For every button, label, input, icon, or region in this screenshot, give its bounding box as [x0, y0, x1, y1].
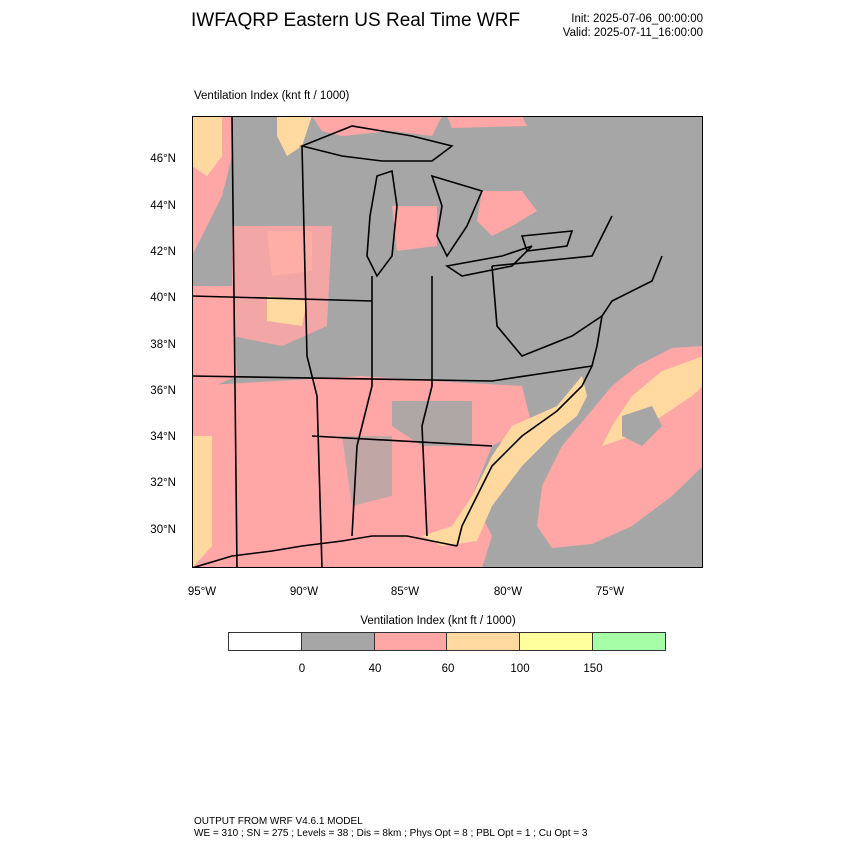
colorbar: [228, 632, 666, 651]
init-time: Init: 2025-07-06_00:00:00: [571, 13, 703, 25]
lon-label: 75°W: [595, 586, 625, 598]
lon-label: 80°W: [493, 586, 523, 598]
colorbar-tick: 0: [298, 663, 306, 675]
lat-label: 46°N: [150, 153, 176, 165]
colorbar-box: [374, 633, 448, 650]
colorbar-box: [593, 633, 665, 650]
colorbar-tick: 150: [583, 663, 603, 675]
colorbar-tick: 40: [368, 663, 382, 675]
map-title: IWFAQRP Eastern US Real Time WRF: [191, 10, 521, 31]
colorbar-tick: 100: [510, 663, 530, 675]
valid-time: Valid: 2025-07-11_16:00:00: [562, 27, 703, 39]
model-info: OUTPUT FROM WRF V4.6.1 MODEL: [194, 816, 363, 827]
map-border: [192, 116, 703, 568]
model-config: WE = 310 ; SN = 275 ; Levels = 38 ; Dis …: [194, 828, 588, 839]
lon-label: 95°W: [187, 586, 217, 598]
lon-label: 90°W: [289, 586, 319, 598]
lat-label: 32°N: [150, 477, 176, 489]
colorbar-tick: 60: [441, 663, 455, 675]
lat-label: 30°N: [150, 524, 176, 536]
lon-label: 85°W: [390, 586, 420, 598]
colorbar-box: [447, 633, 521, 650]
lat-label: 44°N: [150, 200, 176, 212]
colorbar-box: [229, 633, 302, 650]
boundaries: [192, 116, 663, 568]
lat-label: 42°N: [150, 246, 176, 258]
lat-label: 38°N: [150, 339, 176, 351]
ventilation-field: [192, 116, 703, 568]
lat-label: 34°N: [150, 431, 176, 443]
map-panel: [192, 116, 703, 568]
lat-label: 36°N: [150, 385, 176, 397]
colorbar-box: [520, 633, 594, 650]
colorbar-box: [301, 633, 375, 650]
lat-label: 40°N: [150, 292, 176, 304]
colorbar-title: Ventilation Index (knt ft / 1000): [360, 615, 516, 627]
field-label: Ventilation Index (knt ft / 1000): [194, 90, 350, 102]
